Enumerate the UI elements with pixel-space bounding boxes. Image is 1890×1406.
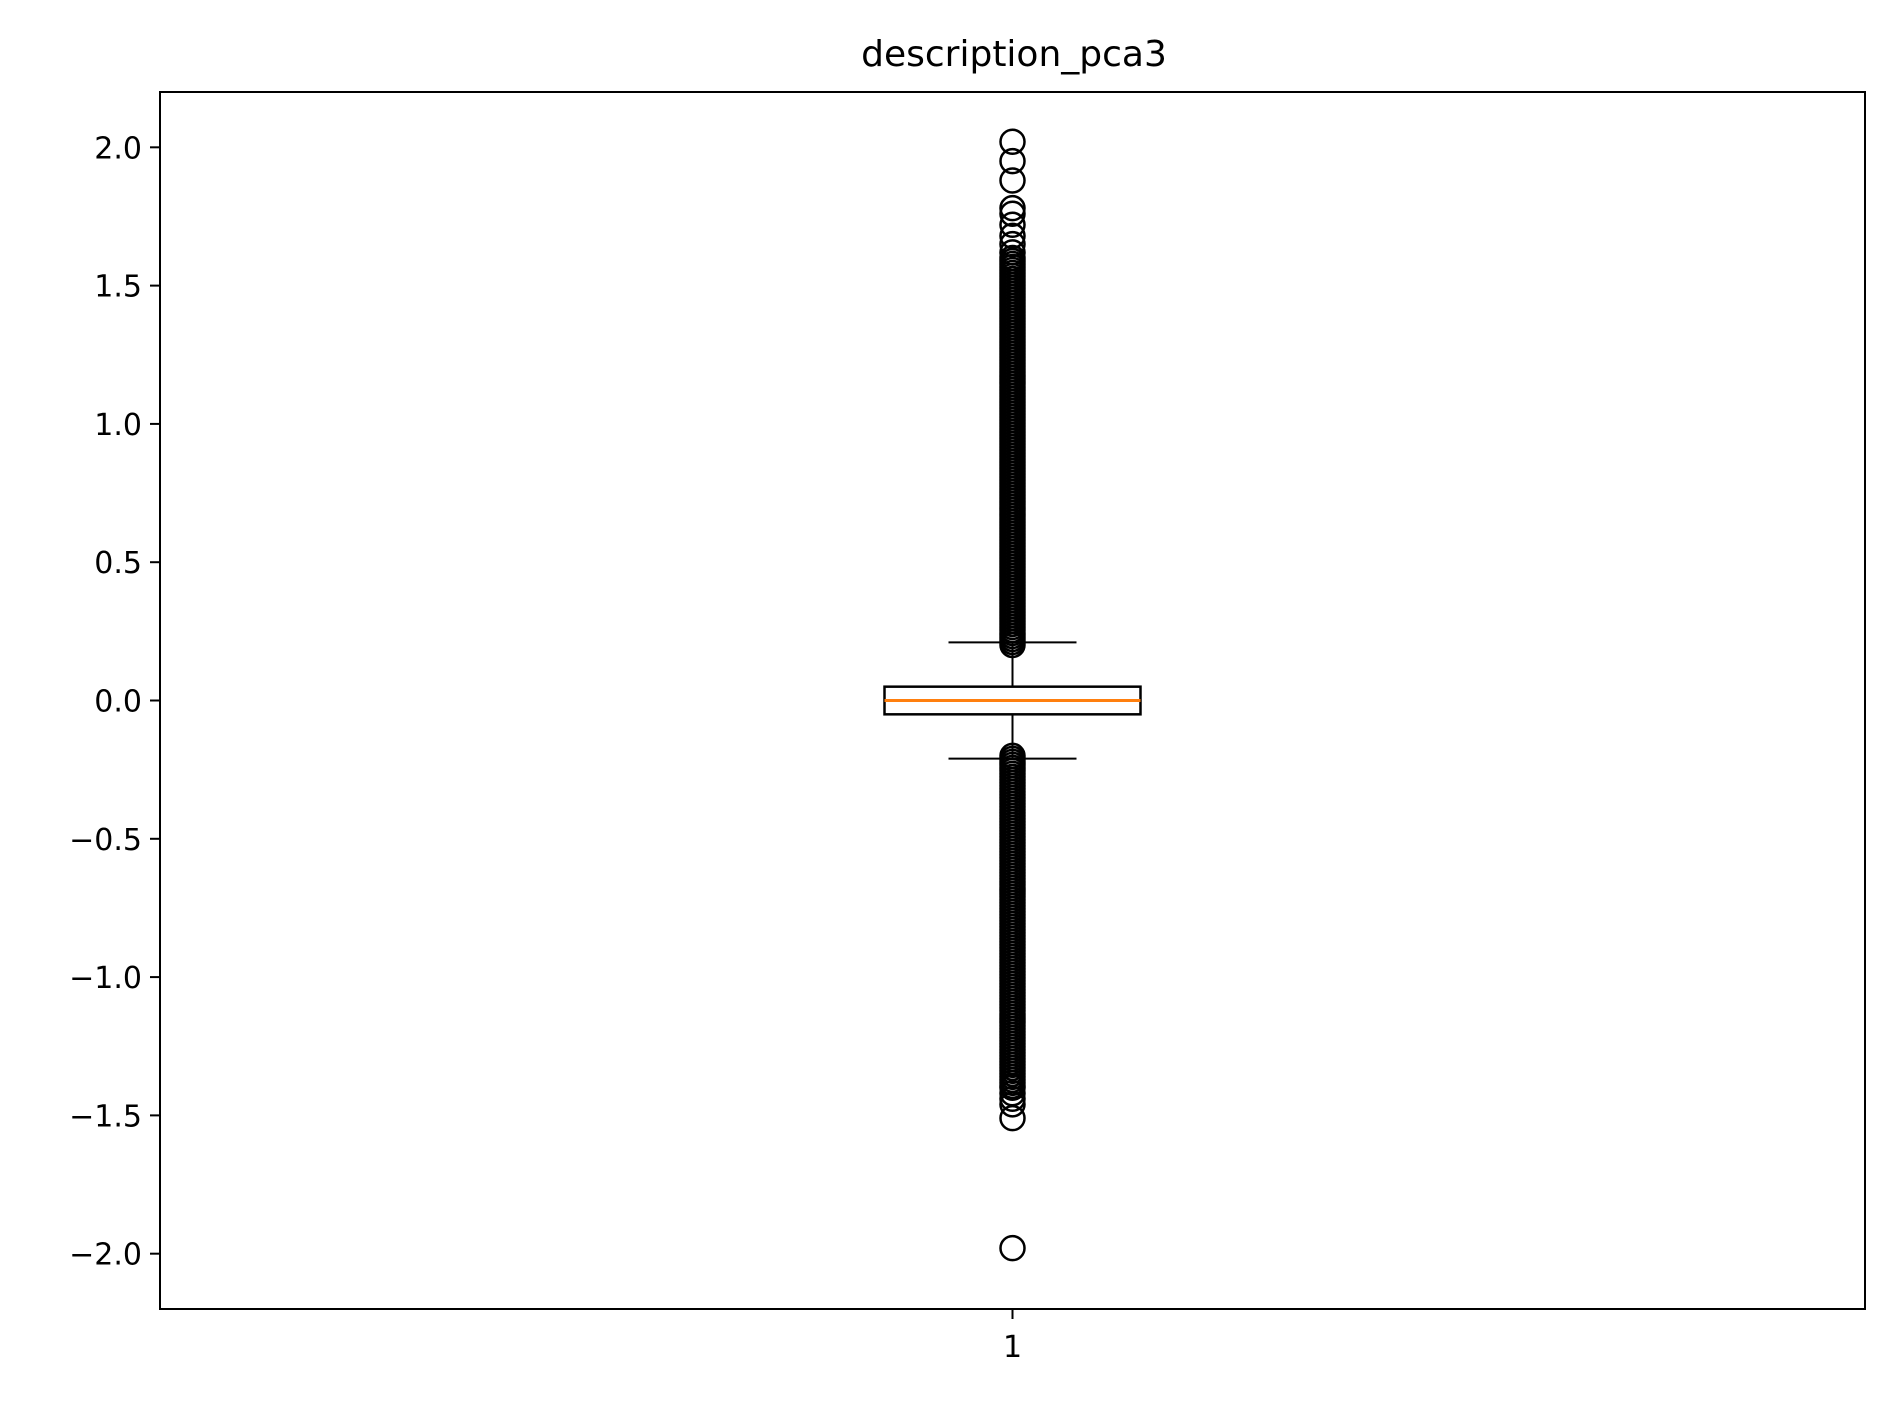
y-tick-label: 1.0 (94, 408, 142, 443)
x-tick-label: 1 (1003, 1330, 1022, 1365)
y-tick-label: 1.5 (94, 270, 142, 305)
box-1 (883, 128, 1142, 1262)
x-axis: 1 (1003, 1309, 1022, 1365)
flier-cluster (999, 244, 1026, 659)
flier-point (999, 1234, 1026, 1262)
flier-point (999, 1104, 1026, 1132)
flier-point (999, 239, 1026, 266)
y-axis: 2.0 1.5 1.0 0.5 0.0 −0.5 −1.0 −1.5 −2.0 (69, 131, 160, 1273)
axes-frame (159, 91, 1866, 1310)
y-tick-label: −2.0 (69, 1238, 142, 1273)
chart-title: description_pca3 (861, 34, 1167, 75)
flier-point (999, 1091, 1026, 1118)
y-tick-label: −0.5 (69, 823, 142, 858)
flier-point (999, 200, 1026, 227)
flier-point (999, 167, 1026, 194)
flier-point (999, 147, 1026, 175)
y-tick-label: 0.0 (94, 685, 142, 720)
flier-point (999, 230, 1026, 258)
plot-area (883, 128, 1142, 1262)
flier-point (999, 222, 1026, 250)
y-tick-label: 2.0 (94, 131, 142, 166)
flier-point (999, 211, 1026, 239)
flier-cluster (999, 742, 1026, 1100)
flier-point (999, 128, 1026, 156)
y-tick-label: −1.5 (69, 1099, 142, 1134)
y-tick-label: −1.0 (69, 961, 142, 996)
y-tick-label: 0.5 (94, 546, 142, 581)
flier-point (999, 631, 1026, 659)
